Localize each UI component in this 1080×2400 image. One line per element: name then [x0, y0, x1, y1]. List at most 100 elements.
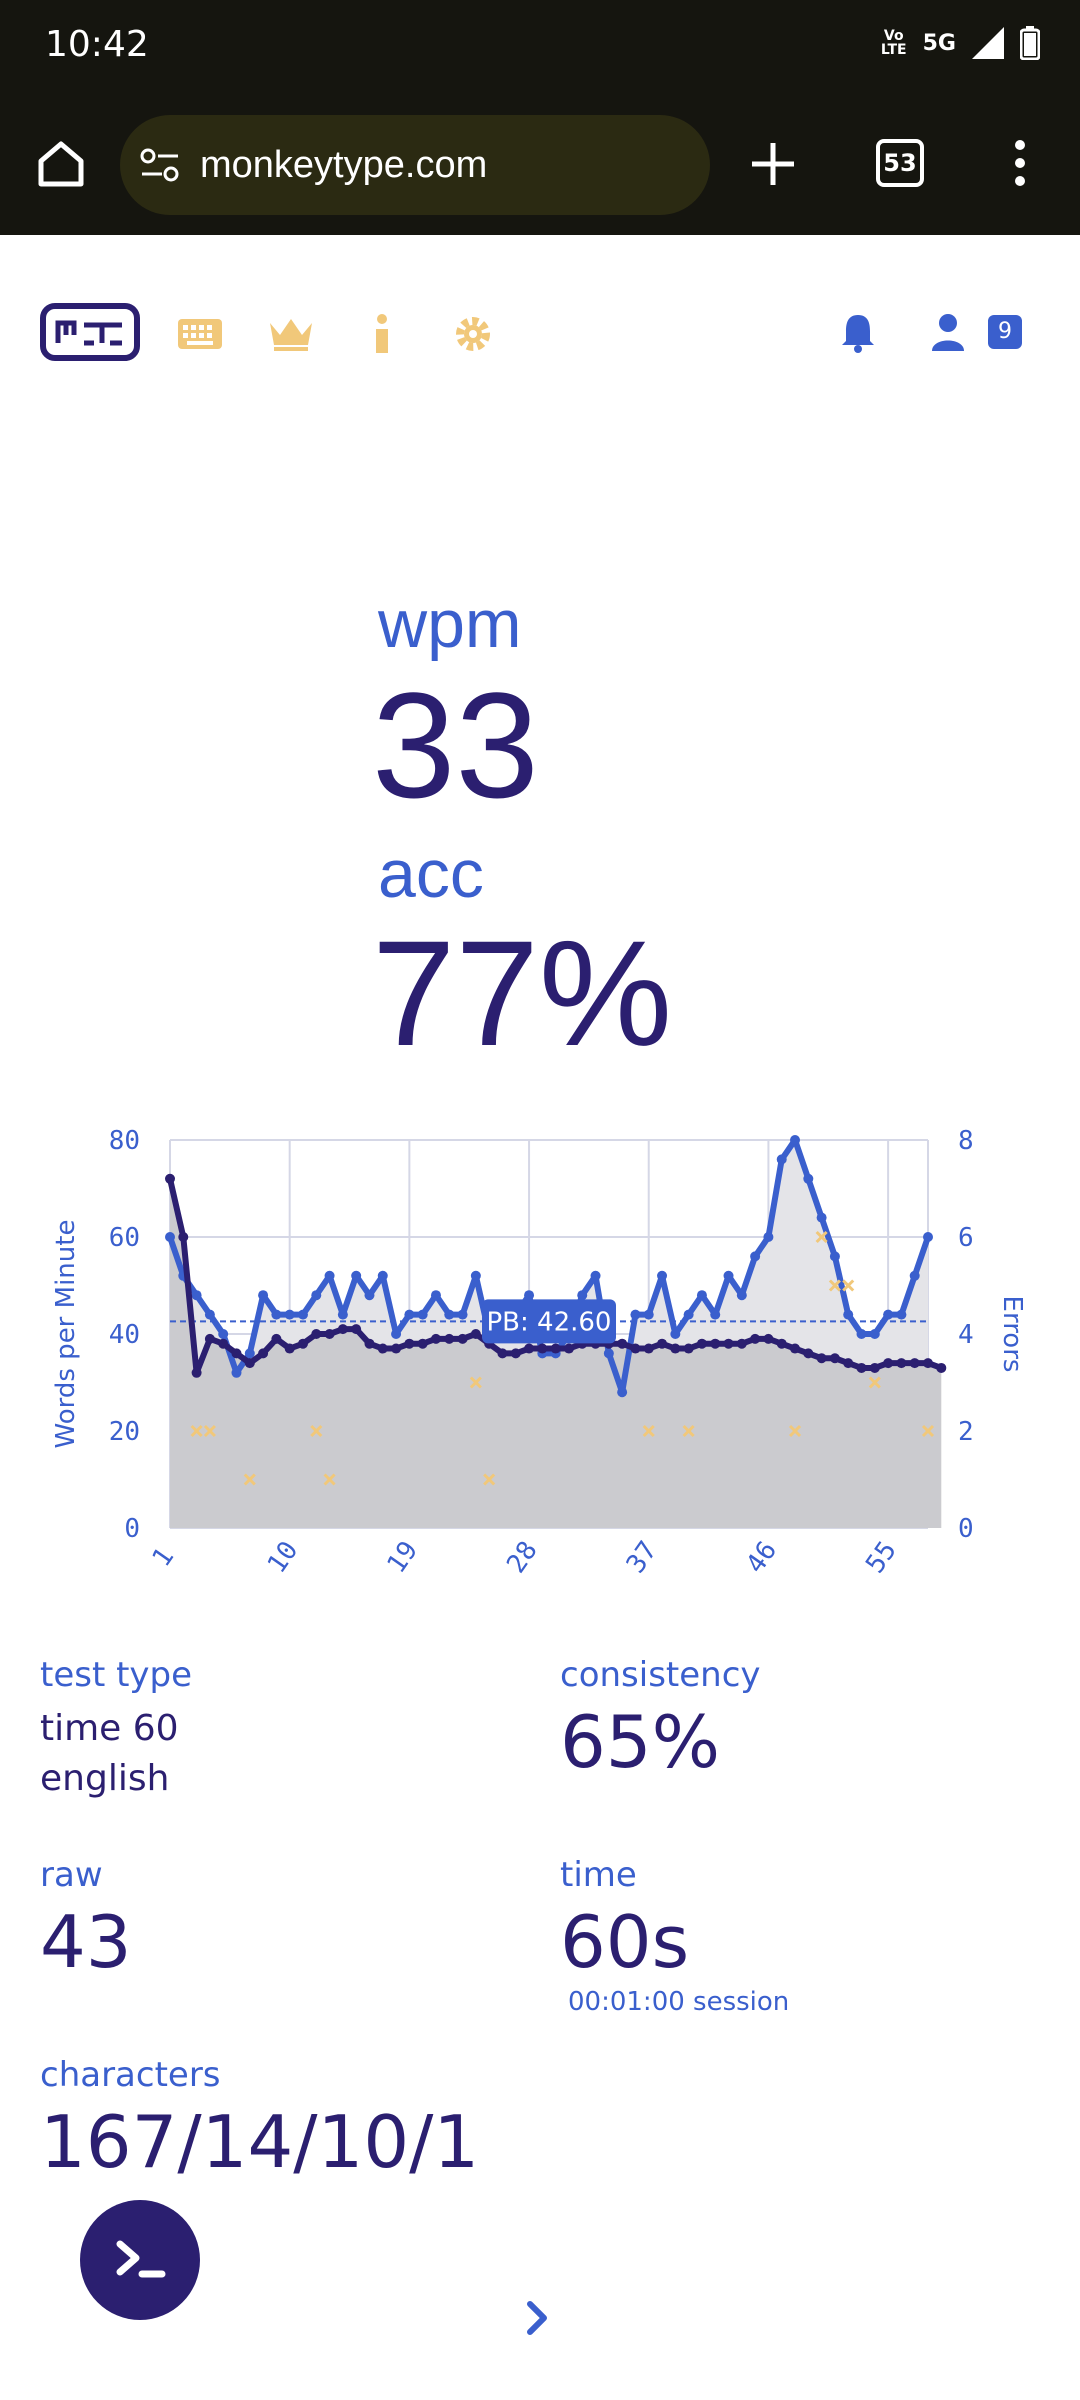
raw-point [723, 1338, 734, 1349]
home-icon[interactable] [36, 139, 86, 189]
error-point [815, 1230, 828, 1244]
raw-point [816, 1353, 827, 1364]
wpm-point [351, 1270, 362, 1281]
wpm-point [404, 1309, 415, 1320]
command-line-button[interactable] [80, 2200, 200, 2320]
error-point [682, 1424, 695, 1438]
raw-point [909, 1358, 920, 1369]
pb-label: PB: 42.60 [487, 1307, 612, 1337]
wpm-series-line [167, 1137, 931, 1396]
wpm-point [377, 1270, 388, 1281]
keyboard-icon[interactable] [178, 319, 222, 349]
site-settings-icon[interactable] [140, 148, 180, 182]
wpm-point [643, 1309, 654, 1320]
y2-tick-label: 6 [958, 1223, 974, 1253]
terminal-icon [116, 2240, 166, 2278]
raw-point [404, 1338, 415, 1349]
raw-point [204, 1333, 215, 1344]
more-menu-icon[interactable] [1008, 139, 1032, 189]
raw-point [776, 1338, 787, 1349]
tab-switcher-button[interactable]: 53 [876, 139, 924, 187]
raw-point [803, 1348, 814, 1359]
wpm-point [630, 1309, 641, 1320]
wpm-point [244, 1348, 255, 1359]
raw-point [856, 1362, 867, 1373]
raw-point [470, 1329, 481, 1339]
wpm-point [297, 1309, 308, 1320]
test-type-language: english [40, 1758, 170, 1799]
wpm-point [670, 1329, 681, 1339]
session-time: 00:01:00 session [568, 1987, 790, 2017]
wpm-point [803, 1173, 814, 1184]
y-tick-label: 40 [109, 1320, 140, 1350]
wpm-point [829, 1251, 840, 1262]
wpm-point [776, 1154, 787, 1165]
wpm-point [391, 1329, 402, 1339]
raw-point [643, 1343, 654, 1354]
x-tick-label: 37 [621, 1536, 664, 1579]
raw-point [550, 1343, 561, 1354]
url-text[interactable]: monkeytype.com [200, 143, 488, 186]
wpm-point [790, 1135, 801, 1145]
raw-point [869, 1362, 880, 1373]
raw-point [657, 1338, 668, 1349]
x-tick-label: 28 [501, 1536, 544, 1579]
time-label: time [560, 1855, 637, 1895]
wpm-point [430, 1290, 441, 1301]
raw-point [524, 1343, 535, 1354]
test-type-mode: time 60 [40, 1708, 179, 1749]
raw-point [790, 1343, 801, 1354]
x-tick-label: 46 [741, 1536, 784, 1579]
wpm-point [909, 1270, 920, 1281]
notification-bell-icon[interactable] [840, 313, 876, 353]
network-type: 5G [922, 30, 956, 56]
raw-point [883, 1358, 894, 1369]
raw-point [271, 1333, 282, 1344]
raw-point [736, 1338, 747, 1349]
next-test-chevron-icon[interactable] [522, 2298, 552, 2338]
wpm-point [324, 1270, 335, 1281]
wpm-point [763, 1232, 774, 1242]
wpm-label: wpm [378, 586, 522, 662]
acc-value: 77% [372, 909, 673, 1077]
raw-point [923, 1358, 933, 1369]
characters-value: 167/14/10/1 [40, 2100, 480, 2184]
raw-point [284, 1343, 295, 1354]
y-tick-label: 0 [124, 1514, 140, 1544]
wpm-point [231, 1367, 242, 1378]
wpm-point [736, 1290, 747, 1301]
about-info-icon[interactable] [372, 313, 392, 355]
battery-icon [1020, 26, 1040, 60]
wpm-point [617, 1387, 628, 1398]
raw-point [258, 1348, 269, 1359]
new-tab-icon[interactable] [750, 141, 796, 187]
raw-point [297, 1338, 308, 1349]
raw-point [444, 1333, 455, 1344]
raw-point [936, 1362, 947, 1373]
y-tick-label: 80 [109, 1126, 140, 1156]
address-bar[interactable]: monkeytype.com [120, 115, 710, 215]
error-point [788, 1424, 802, 1438]
settings-gear-icon[interactable] [454, 315, 492, 353]
wpm-point [204, 1309, 215, 1320]
wpm-point [856, 1329, 867, 1339]
wpm-point [311, 1290, 322, 1301]
monkeytype-logo[interactable] [40, 303, 140, 361]
raw-point [351, 1324, 362, 1335]
consistency-value: 65% [560, 1700, 721, 1784]
raw-point [191, 1367, 202, 1378]
x-tick-label: 55 [860, 1536, 903, 1579]
wpm-point [444, 1309, 455, 1320]
x-tick-label: 1 [147, 1542, 181, 1572]
account-user-icon[interactable] [930, 313, 966, 353]
notification-count-badge[interactable]: 9 [988, 315, 1022, 349]
wpm-point [590, 1270, 601, 1281]
wpm-point [417, 1309, 428, 1320]
acc-label: acc [378, 836, 484, 912]
raw-point [843, 1358, 854, 1369]
wpm-point [923, 1232, 933, 1242]
error-point [469, 1376, 482, 1389]
leaderboard-crown-icon[interactable] [268, 315, 314, 351]
wpm-point [816, 1212, 827, 1223]
